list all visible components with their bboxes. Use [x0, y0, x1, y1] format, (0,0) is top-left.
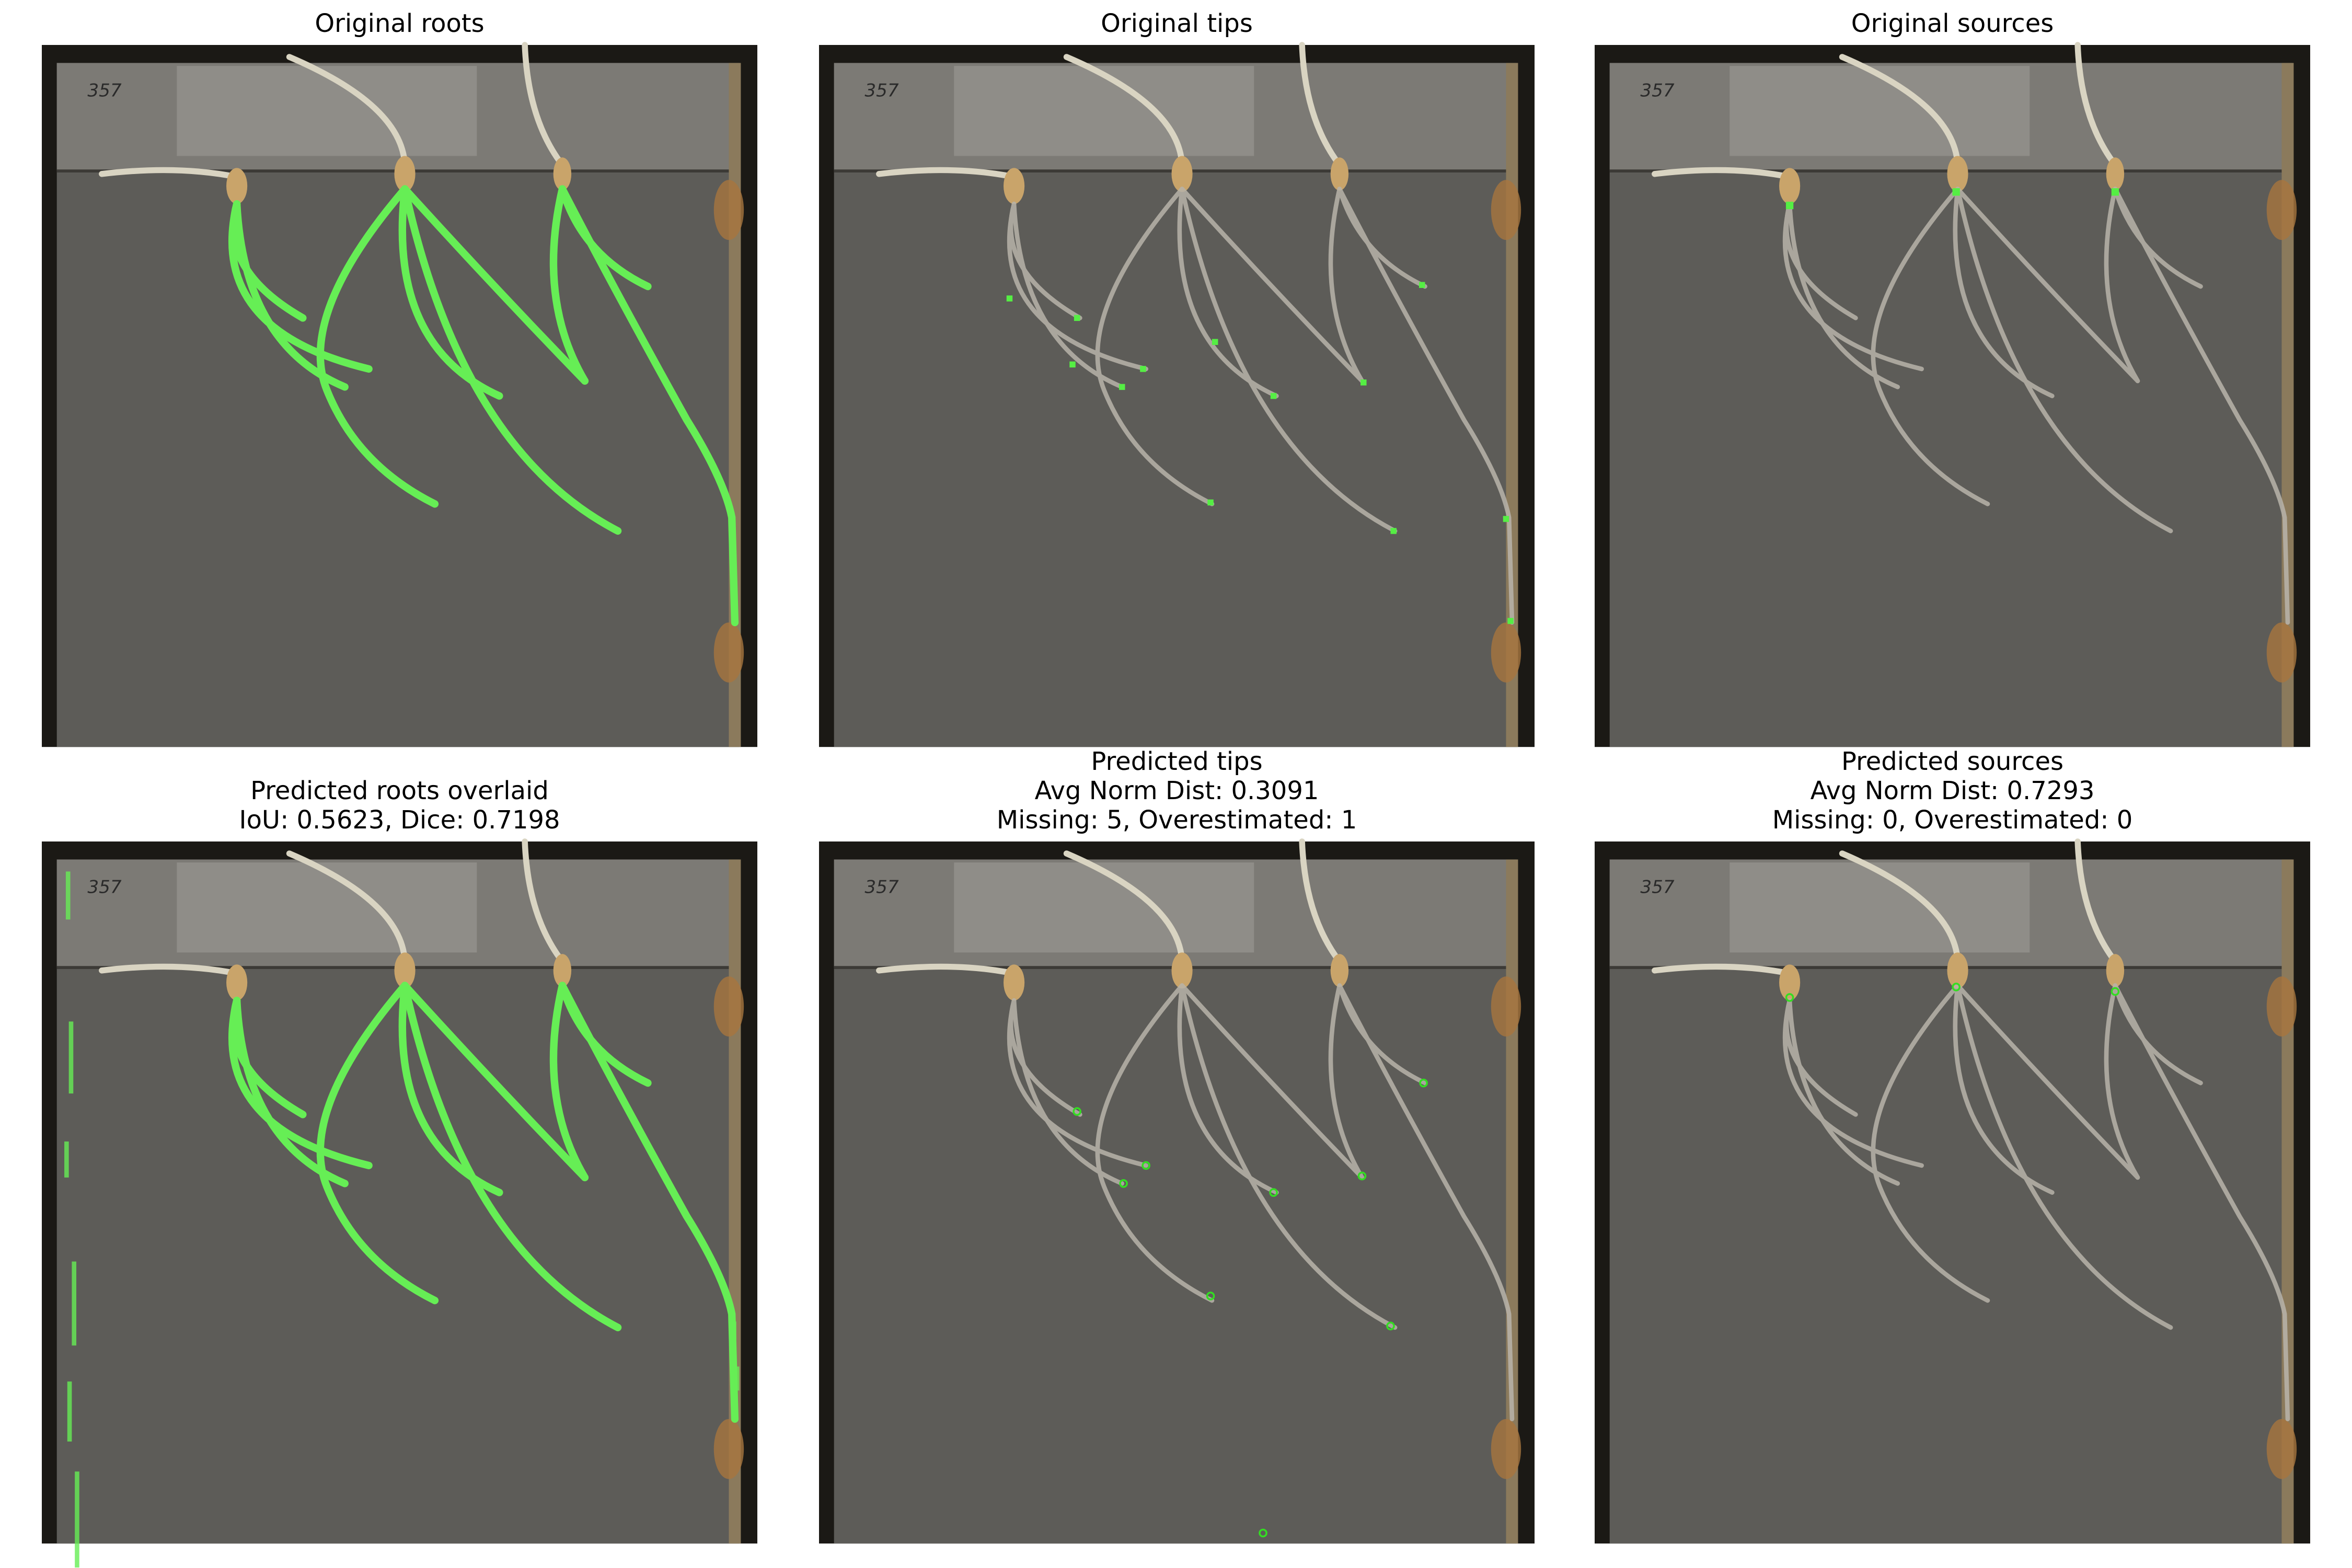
- tip-marker: [1212, 339, 1218, 345]
- tip-prediction: [1357, 1171, 1367, 1181]
- panel-title: Missing: 0, Overestimated: 0: [1772, 805, 2133, 835]
- source-marker: [2111, 188, 2119, 196]
- panel-image: 357: [819, 841, 1535, 1543]
- source-prediction: [2111, 987, 2120, 996]
- plate-label: 357: [1640, 877, 1674, 897]
- false-positive: [64, 1142, 69, 1178]
- panel-title: Predicted roots overlaid: [250, 776, 549, 805]
- tip-prediction: [1386, 1321, 1395, 1331]
- panel-image: 357: [1595, 841, 2310, 1543]
- tip-marker: [1507, 618, 1514, 624]
- plate-photo: [42, 45, 757, 747]
- plate-photo: [819, 841, 1535, 1543]
- tip-marker: [1119, 384, 1125, 390]
- source-prediction: [1785, 993, 1794, 1002]
- tip-marker: [1006, 295, 1013, 302]
- panel-title: Original sources: [1851, 9, 2054, 38]
- panel-image: 357: [42, 841, 757, 1568]
- panel-title: Original tips: [1101, 9, 1253, 38]
- panel-title: Avg Norm Dist: 0.7293: [1811, 776, 2095, 805]
- false-positive: [734, 1366, 740, 1391]
- panel-title: Avg Norm Dist: 0.3091: [1035, 776, 1319, 805]
- plate-label: 357: [87, 80, 121, 101]
- panel-image: 357: [819, 45, 1535, 747]
- tip-marker: [1140, 366, 1146, 372]
- panel-image: 357: [1595, 45, 2310, 747]
- plate-label: 357: [864, 80, 898, 101]
- panel-image: 357: [42, 45, 757, 747]
- source-prediction: [1952, 983, 1961, 991]
- tip-marker: [1270, 393, 1277, 399]
- false-positive: [72, 1261, 77, 1346]
- plate-label: 357: [87, 877, 121, 897]
- plate-photo: [1595, 45, 2310, 747]
- tip-marker: [1074, 315, 1080, 321]
- tip-prediction: [1119, 1179, 1128, 1188]
- tip-marker: [1361, 379, 1367, 386]
- false-positive: [67, 1381, 72, 1442]
- plate-label: 357: [1640, 80, 1674, 101]
- panel-title: Missing: 5, Overestimated: 1: [997, 805, 1357, 835]
- tip-prediction: [1073, 1107, 1081, 1116]
- false-positive: [732, 1321, 736, 1340]
- tip-prediction: [1419, 1078, 1428, 1088]
- tip-prediction: [1206, 1292, 1215, 1300]
- tip-marker: [1419, 282, 1425, 288]
- plate-photo: [819, 45, 1535, 747]
- false-positive: [65, 871, 71, 920]
- source-marker: [1785, 201, 1794, 210]
- tip-marker: [1207, 499, 1214, 506]
- tip-marker: [1390, 528, 1397, 534]
- plate-photo: [42, 841, 757, 1543]
- tip-marker: [1069, 361, 1076, 368]
- panel-title: Predicted tips: [1091, 747, 1262, 776]
- false-positive: [68, 1021, 74, 1094]
- tip-prediction: [1142, 1161, 1150, 1170]
- tip-prediction: [1269, 1188, 1278, 1197]
- panel-title: IoU: 0.5623, Dice: 0.7198: [239, 805, 560, 835]
- plate-label: 357: [864, 877, 898, 897]
- panel-title: Predicted sources: [1841, 747, 2063, 776]
- tip-marker: [1503, 516, 1509, 522]
- false-positive: [75, 1471, 79, 1568]
- plate-photo: [1595, 841, 2310, 1543]
- panel-title: Original roots: [315, 9, 484, 38]
- tip-prediction: [1259, 1528, 1267, 1538]
- source-marker: [1952, 188, 1960, 196]
